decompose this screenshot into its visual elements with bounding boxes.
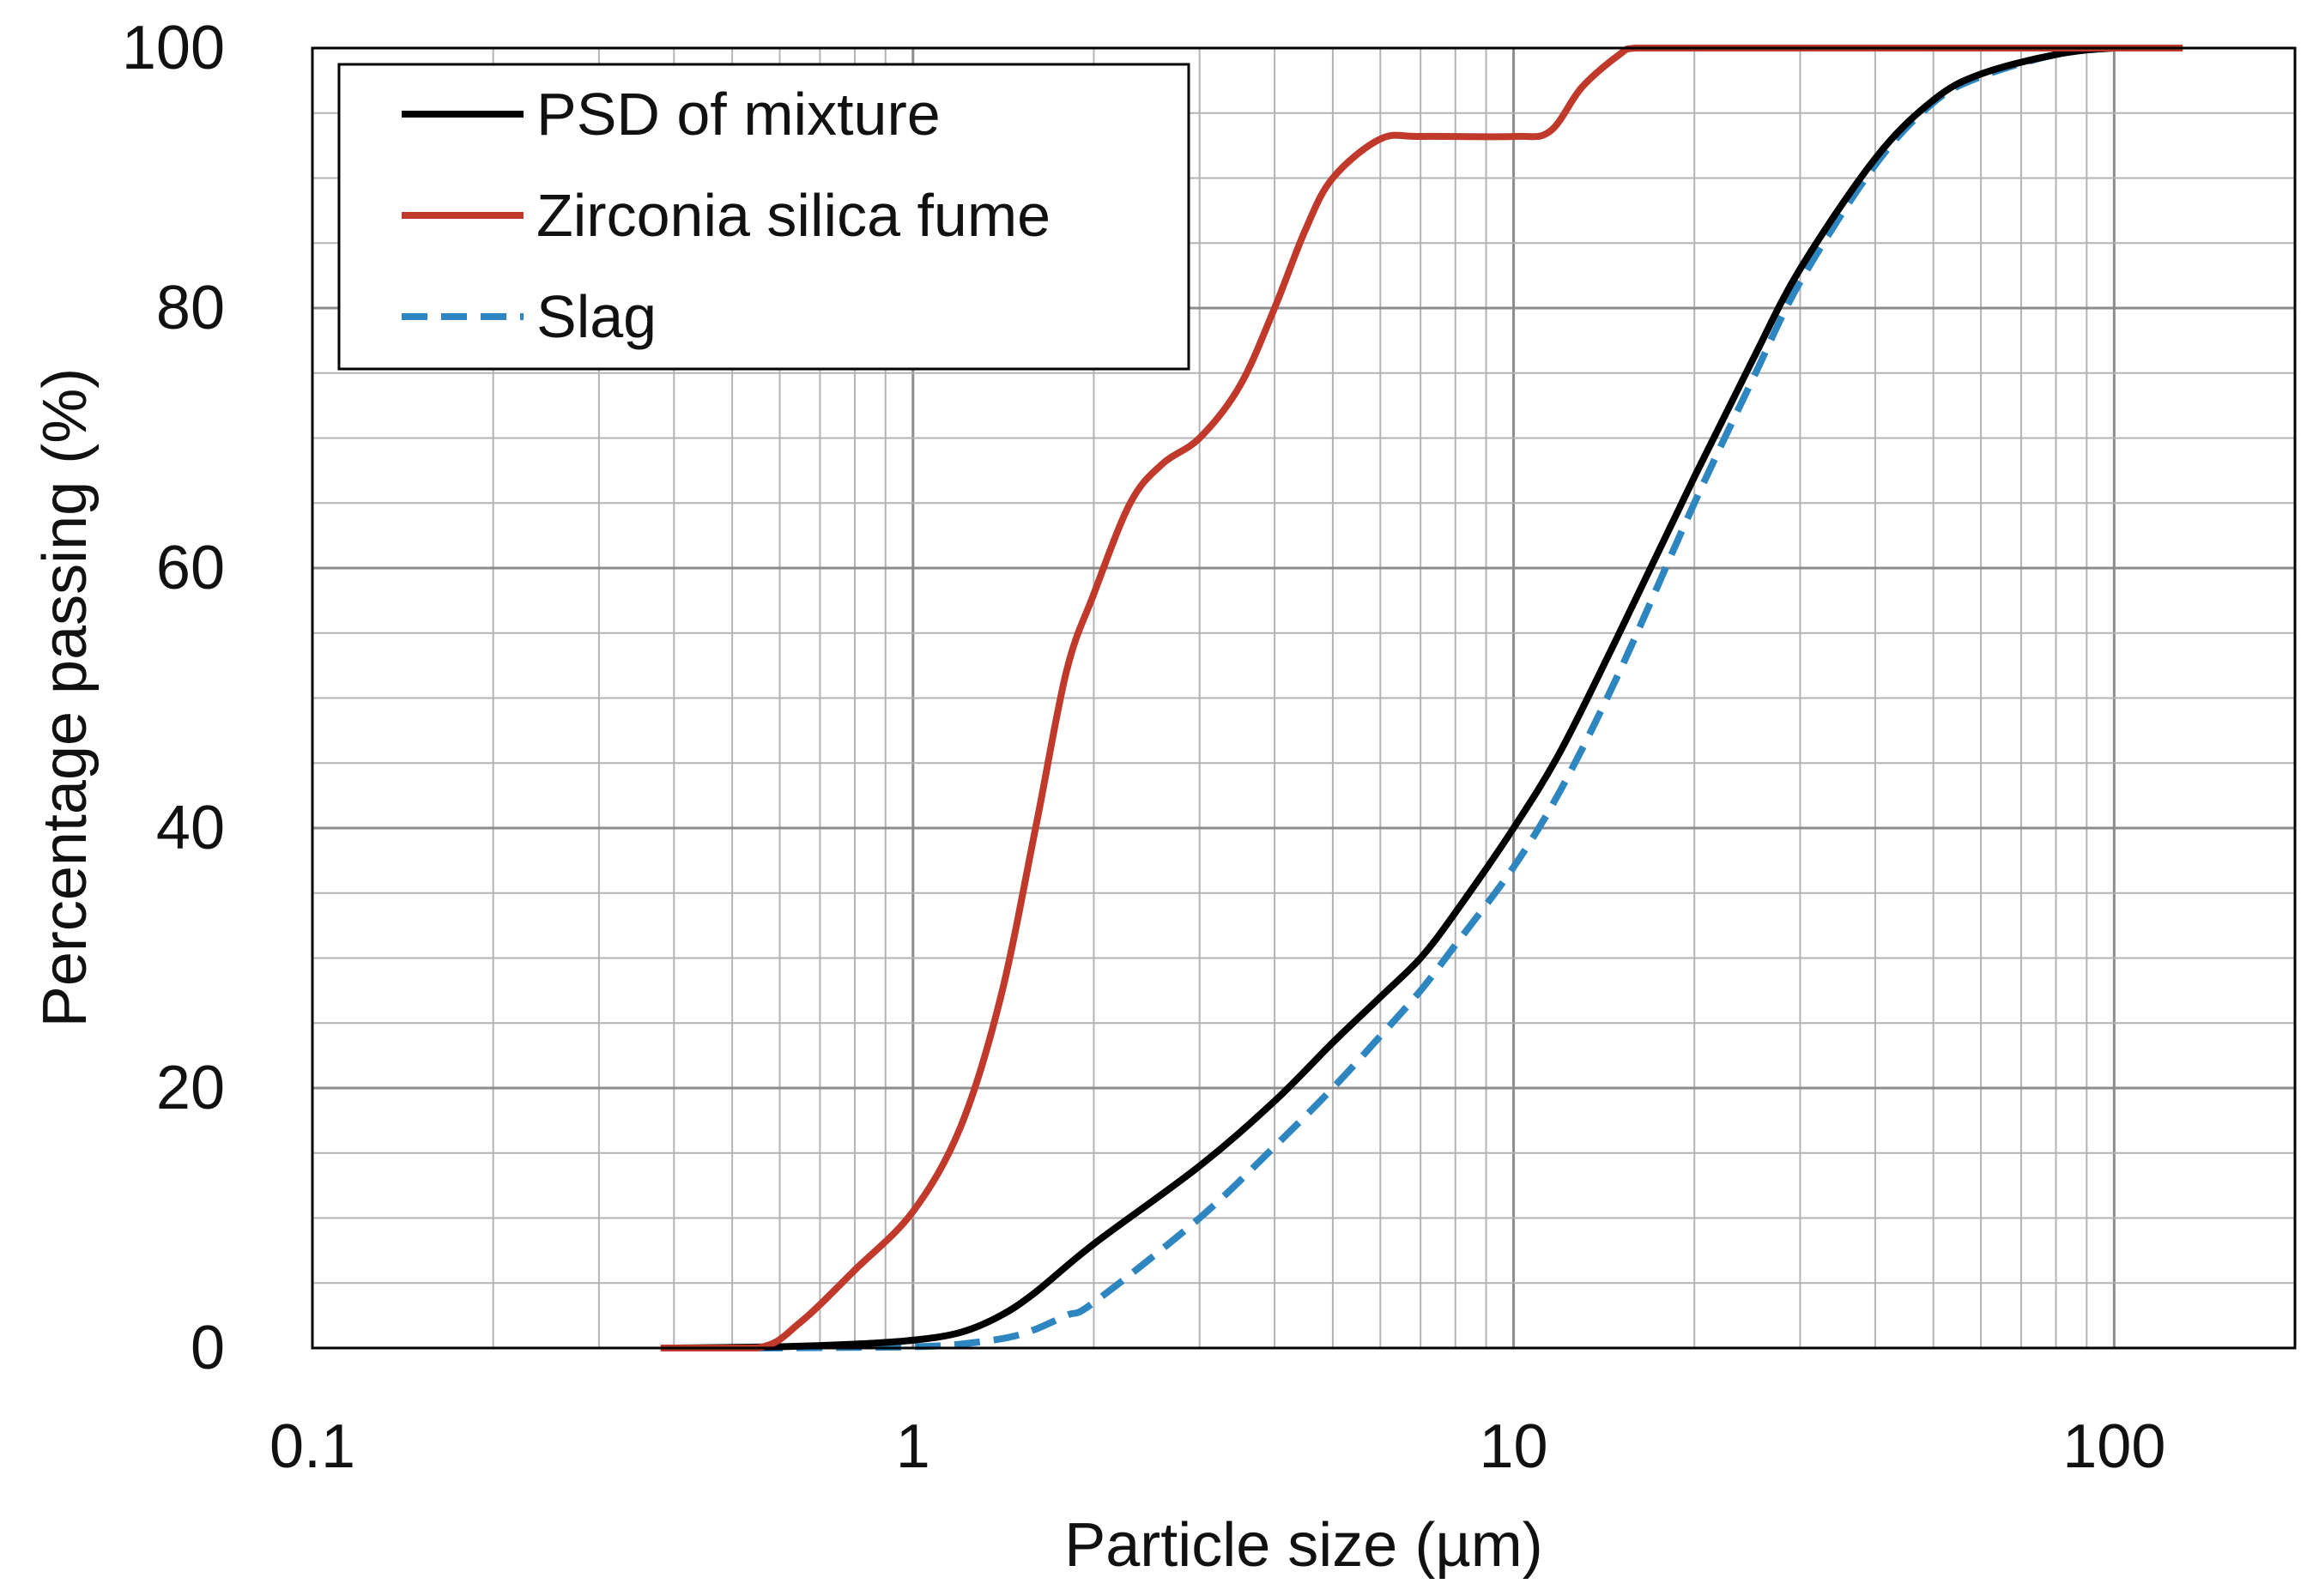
y-tick-label: 60 [156, 534, 225, 602]
series-line-zirconia-silica-fume [660, 44, 2183, 1352]
y-tick-label: 80 [156, 274, 225, 342]
y-tick-label: 40 [156, 794, 225, 862]
y-tick-label: 100 [122, 14, 225, 82]
plot-frame [311, 46, 2297, 1350]
y-tick-label: 0 [191, 1314, 225, 1382]
x-tick-label: 0.1 [269, 1412, 355, 1481]
x-axis-title: Particle size (µm) [1064, 1511, 1543, 1580]
legend-label-slag: Slag [536, 283, 657, 350]
legend-label-psd-of-mixture: PSD of mixture [536, 81, 941, 148]
y-axis-title: Percentage passing (%) [31, 368, 100, 1027]
legend-label-zirconia-silica-fume: Zirconia silica fume [536, 182, 1051, 249]
x-tick-label: 1 [896, 1412, 930, 1481]
x-tick-label: 10 [1480, 1412, 1548, 1481]
y-tick-label: 20 [156, 1054, 225, 1122]
series-line-psd-of-mixture [674, 44, 2183, 1351]
x-tick-label: 100 [2062, 1412, 2165, 1481]
legend: PSD of mixture Zirconia silica fume Slag [337, 63, 1190, 371]
